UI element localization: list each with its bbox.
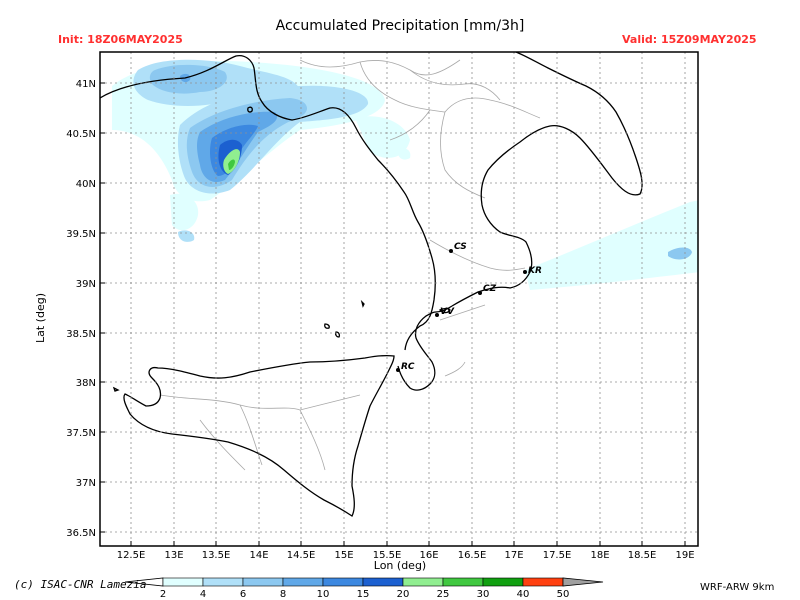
- colorbar-swatch: [282, 577, 324, 587]
- y-tick-label: 40.5N: [66, 129, 96, 140]
- region-boundaries: [159, 59, 541, 471]
- x-tick-labels: 12.5E 13E 13.5E 14E 14.5E 15E 15.5E 16E …: [117, 550, 695, 561]
- x-tick-label: 16.5E: [458, 550, 487, 561]
- colorbar-label: 6: [240, 589, 246, 600]
- colorbar-label: 10: [317, 589, 330, 600]
- x-tick-label: 14E: [249, 550, 268, 561]
- colorbar: 2 4 6 8 10 15 20 25 30 40 50: [124, 577, 604, 600]
- y-tick-labels: 41N 40.5N 40N 39.5N 39N 38.5N 38N 37.5N …: [66, 79, 96, 539]
- colorbar-swatch: [362, 577, 404, 587]
- x-tick-label: 16E: [419, 550, 438, 561]
- colorbar-swatch: [522, 577, 564, 587]
- credit-text: (c) ISAC-CNR Lamezia: [14, 578, 147, 591]
- colorbar-label: 15: [357, 589, 370, 600]
- y-tick-label: 38.5N: [66, 329, 96, 340]
- colorbar-high-arrow: [562, 577, 604, 587]
- x-tick-label: 12.5E: [117, 550, 146, 561]
- colorbar-swatch: [402, 577, 444, 587]
- y-tick-label: 39.5N: [66, 229, 96, 240]
- y-tick-label: 36.5N: [66, 528, 96, 539]
- colorbar-label: 2: [160, 589, 166, 600]
- coastlines: [100, 52, 643, 517]
- x-tick-label: 13E: [164, 550, 183, 561]
- colorbar-label: 4: [200, 589, 206, 600]
- city-marker-kr: [523, 270, 527, 274]
- x-tick-label: 19E: [675, 550, 694, 561]
- city-marker-vv: [435, 313, 439, 317]
- x-tick-label: 18E: [590, 550, 609, 561]
- city-marker-cs: [449, 249, 453, 253]
- colorbar-swatch: [202, 577, 244, 587]
- init-time: Init: 18Z06MAY2025: [58, 33, 183, 46]
- x-tick-label: 14.5E: [287, 550, 316, 561]
- axis-ticks: [100, 82, 686, 546]
- colorbar-swatch: [162, 577, 204, 587]
- map-layers: CS KR CZ VV RC: [100, 52, 698, 546]
- precipitation-field: [112, 59, 698, 290]
- cities: CS KR CZ VV RC: [396, 242, 542, 372]
- x-tick-label: 18.5E: [628, 550, 657, 561]
- city-label-cz: CZ: [483, 284, 497, 294]
- x-tick-label: 13.5E: [202, 550, 231, 561]
- valid-time: Valid: 15Z09MAY2025: [622, 33, 757, 46]
- city-label-cs: CS: [454, 242, 467, 252]
- y-tick-label: 41N: [76, 79, 96, 90]
- x-tick-label: 17E: [504, 550, 523, 561]
- map-title: Accumulated Precipitation [mm/3h]: [275, 18, 525, 34]
- grid-lines: [100, 52, 698, 546]
- y-tick-label: 40N: [76, 179, 96, 190]
- y-tick-label: 37N: [76, 478, 96, 489]
- city-label-vv: VV: [440, 307, 455, 317]
- colorbar-swatch: [242, 577, 284, 587]
- x-tick-label: 15E: [334, 550, 353, 561]
- y-axis-label: Lat (deg): [34, 293, 47, 343]
- city-label-kr: KR: [528, 266, 542, 276]
- colorbar-swatch: [482, 577, 524, 587]
- model-label: WRF-ARW 9km: [700, 582, 775, 593]
- x-tick-label: 17.5E: [543, 550, 572, 561]
- colorbar-swatch: [322, 577, 364, 587]
- colorbar-label: 40: [517, 589, 530, 600]
- y-tick-label: 37.5N: [66, 428, 96, 439]
- y-tick-label: 39N: [76, 279, 96, 290]
- y-tick-label: 38N: [76, 378, 96, 389]
- city-marker-rc: [396, 368, 400, 372]
- colorbar-swatch: [442, 577, 484, 587]
- colorbar-label: 50: [557, 589, 570, 600]
- colorbar-label: 8: [280, 589, 286, 600]
- colorbar-label: 30: [477, 589, 490, 600]
- x-axis-label: Lon (deg): [374, 559, 426, 572]
- x-tick-label: 15.5E: [373, 550, 402, 561]
- colorbar-label: 20: [397, 589, 410, 600]
- city-label-rc: RC: [401, 362, 415, 372]
- city-marker-cz: [478, 291, 482, 295]
- colorbar-label: 25: [437, 589, 450, 600]
- plot-frame: [99, 51, 699, 547]
